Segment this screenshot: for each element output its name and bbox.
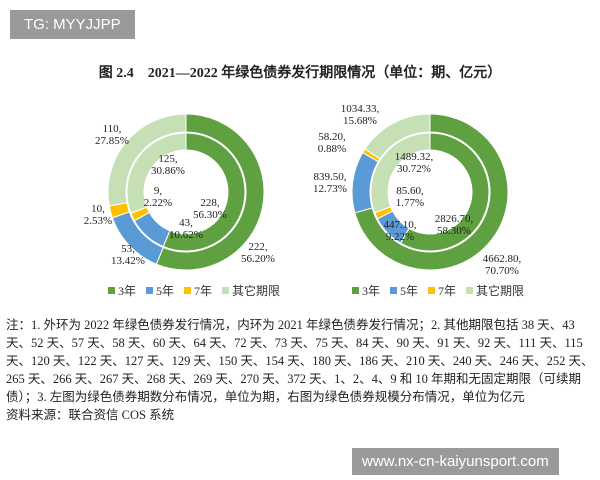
data-label-outer-1-0: 4662.80, 70.70% (483, 253, 522, 277)
donut-charts: 222, 56.20% 53, 13.42% 10, 2.53% 110, 27.85% 228… (84, 103, 524, 298)
legend-swatch (146, 287, 153, 294)
data-label-outer-0-1: 53, 13.42% (111, 243, 145, 267)
data-label-outer-1-2: 58.20, 0.88% (318, 131, 346, 155)
data-label-inner-0-3: 125, 30.86% (151, 153, 185, 177)
watermark-top: TG: MYYJJPP (10, 10, 135, 39)
slice-outer-1-0 (354, 113, 509, 271)
source-text: 资料来源：联合资信 COS 系统 (6, 408, 175, 422)
data-label-outer-0-3: 110, 27.85% (95, 123, 129, 147)
slice-inner-1-0 (399, 132, 490, 252)
chart-title: 图 2.4 2021—2022 年绿色债券发行期限情况（单位：期、亿元） (98, 66, 502, 81)
legend-swatch (108, 287, 115, 294)
slice-outer-0-0 (155, 113, 265, 271)
data-label-inner-0-1: 43, 10.62% (169, 217, 203, 241)
data-label-inner-0-2: 9, 2.22% (144, 185, 172, 209)
watermark-bottom: www.nx-cn-kaiyunsport.com (352, 448, 559, 475)
slice-outer-0-3 (107, 113, 187, 207)
data-label-outer-1-1: 839.50, 12.73% (313, 171, 347, 195)
legend-swatch (466, 287, 473, 294)
data-label-inner-0-0: 228, 56.30% (193, 197, 227, 221)
legend-label: 5年 (400, 284, 418, 298)
legend-swatch (184, 287, 191, 294)
data-label-outer-0-2: 10, 2.53% (84, 203, 112, 227)
data-label-inner-1-2: 85.60, 1.77% (396, 185, 424, 209)
note-text: 注：1. 外环为 2022 年绿色债券发行情况，内环为 2021 年绿色债券发行… (6, 318, 594, 404)
slice-outer-1-3 (364, 113, 431, 160)
legend-label: 7年 (194, 284, 212, 298)
legend-swatch (352, 287, 359, 294)
data-label-outer-0-0: 222, 56.20% (241, 241, 275, 265)
slice-inner-0-3 (126, 132, 187, 214)
data-label-outer-1-3: 1034.33, 15.68% (341, 103, 380, 127)
legend-label: 其它期限 (476, 283, 524, 298)
slice-inner-0-0 (162, 132, 246, 252)
legend-label: 3年 (118, 284, 136, 298)
data-label-inner-1-1: 447.10, 9.22% (384, 219, 417, 243)
slice-inner-1-3 (370, 132, 431, 214)
legend-label: 其它期限 (232, 283, 280, 298)
legend-swatch (428, 287, 435, 294)
legend-swatch (390, 287, 397, 294)
chart-note: 注：1. 外环为 2022 年绿色债券发行情况，内环为 2021 年绿色债券发行… (6, 316, 596, 424)
legend-swatch (222, 287, 229, 294)
legend-label: 7年 (438, 284, 456, 298)
data-label-inner-1-0: 2826.70, 58.30% (435, 213, 474, 237)
legend-label: 5年 (156, 284, 174, 298)
legend-label: 3年 (362, 284, 380, 298)
data-label-inner-1-3: 1489.32, 30.72% (395, 151, 434, 175)
